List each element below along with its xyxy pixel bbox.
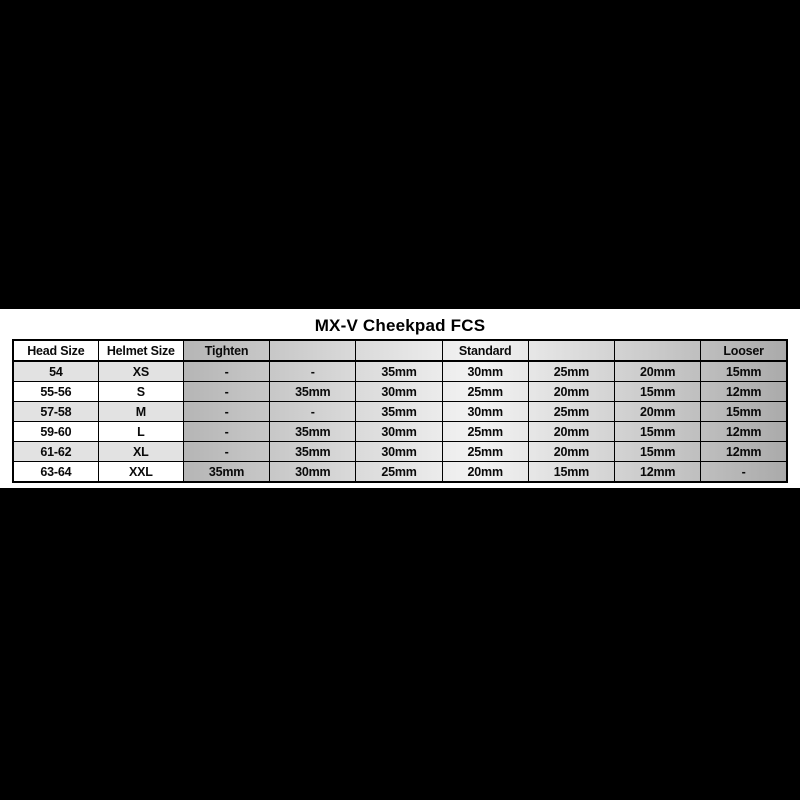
- helmet-size-cell: L: [97, 421, 184, 442]
- pad-thickness-cell: 15mm: [527, 461, 616, 483]
- pad-thickness-cell: 30mm: [355, 441, 443, 462]
- header-fit-column: [527, 339, 616, 362]
- pad-thickness-cell: -: [182, 441, 271, 462]
- table-row: 57-58 M - -35mm 30mm 25mm 20mm 15mm: [12, 401, 788, 422]
- pad-thickness-cell: 12mm: [700, 441, 788, 462]
- pad-thickness-cell: 20mm: [527, 381, 616, 402]
- pad-thickness-cell: 25mm: [441, 441, 529, 462]
- pad-thickness-cell: 20mm: [527, 421, 616, 442]
- header-row: Head Size Helmet Size Tighten Standard Loose…: [12, 339, 788, 362]
- helmet-size-cell: XXL: [97, 461, 184, 483]
- pad-thickness-cell: 35mm: [355, 401, 443, 422]
- header-fit-column: Standard: [441, 339, 529, 362]
- pad-thickness-cell: 35mm: [182, 461, 271, 483]
- bottom-letterbox-bar: [0, 488, 800, 800]
- header-fit-column: Looser: [700, 339, 788, 362]
- pad-thickness-cell: -: [700, 461, 788, 483]
- pad-thickness-cell: 35mm: [269, 421, 357, 442]
- helmet-size-cell: S: [97, 381, 184, 402]
- pad-thickness-cell: 20mm: [441, 461, 529, 483]
- header-fit-column: [269, 339, 357, 362]
- pad-thickness-cell: 12mm: [700, 421, 788, 442]
- pad-thickness-cell: 20mm: [614, 401, 702, 422]
- pad-thickness-cell: 12mm: [700, 381, 788, 402]
- head-size-cell: 59-60: [12, 421, 99, 442]
- table-row: 55-56 S -35mm 30mm 25mm 20mm 15mm 12mm: [12, 381, 788, 402]
- head-size-cell: 63-64: [12, 461, 99, 483]
- cheekpad-size-table: Head Size Helmet Size Tighten Standard Loose…: [12, 339, 788, 483]
- helmet-size-cell: M: [97, 401, 184, 422]
- pad-thickness-cell: 15mm: [614, 381, 702, 402]
- head-size-cell: 55-56: [12, 381, 99, 402]
- pad-thickness-cell: 30mm: [355, 421, 443, 442]
- pad-thickness-cell: -: [182, 421, 271, 442]
- pad-thickness-cell: 15mm: [700, 401, 788, 422]
- pad-thickness-cell: -: [182, 381, 271, 402]
- pad-thickness-cell: 12mm: [614, 461, 702, 483]
- pad-thickness-cell: 30mm: [355, 381, 443, 402]
- header-fit-column: [355, 339, 443, 362]
- chart-title: MX-V Cheekpad FCS: [314, 316, 486, 335]
- table-row: 61-62 XL -35mm 30mm 25mm 20mm 15mm 12mm: [12, 441, 788, 462]
- header-fit-column: Tighten: [182, 339, 271, 362]
- pad-thickness-cell: -: [182, 360, 271, 382]
- pad-thickness-cell: 35mm: [269, 381, 357, 402]
- pad-thickness-cell: 25mm: [441, 381, 529, 402]
- pad-thickness-cell: 15mm: [700, 360, 788, 382]
- pad-thickness-cell: -: [182, 401, 271, 422]
- table-row: 54 XS - -35mm 30mm 25mm 20mm 15mm: [12, 360, 788, 382]
- head-size-cell: 57-58: [12, 401, 99, 422]
- pad-thickness-cell: 30mm: [441, 401, 529, 422]
- head-size-cell: 61-62: [12, 441, 99, 462]
- helmet-size-cell: XL: [97, 441, 184, 462]
- pad-thickness-cell: 30mm: [269, 461, 357, 483]
- head-size-cell: 54: [12, 360, 99, 382]
- pad-thickness-cell: 35mm: [355, 360, 443, 382]
- pad-thickness-cell: 25mm: [527, 360, 616, 382]
- pad-thickness-cell: 30mm: [441, 360, 529, 382]
- helmet-size-cell: XS: [97, 360, 184, 382]
- pad-thickness-cell: 35mm: [269, 441, 357, 462]
- table-row: 59-60 L -35mm 30mm 25mm 20mm 15mm 12mm: [12, 421, 788, 442]
- top-letterbox-bar: [0, 0, 800, 309]
- pad-thickness-cell: 25mm: [441, 421, 529, 442]
- table-body: 54 XS - -35mm 30mm 25mm 20mm 15mm 55-56 S -35mm 30m…: [12, 360, 788, 483]
- pad-thickness-cell: 15mm: [614, 421, 702, 442]
- table-row: 63-64 XXL 35mm 30mm 25mm 20mm 15mm 12mm -: [12, 461, 788, 483]
- pad-thickness-cell: 25mm: [527, 401, 616, 422]
- size-chart-panel: MX-V Cheekpad FCS Head Size Helmet Size Ti…: [0, 309, 800, 488]
- pad-thickness-cell: -: [269, 401, 357, 422]
- header-helmet-size: Helmet Size: [97, 339, 184, 362]
- pad-thickness-cell: 20mm: [527, 441, 616, 462]
- pad-thickness-cell: 20mm: [614, 360, 702, 382]
- header-head-size: Head Size: [12, 339, 99, 362]
- pad-thickness-cell: 15mm: [614, 441, 702, 462]
- header-fit-column: [614, 339, 702, 362]
- pad-thickness-cell: -: [269, 360, 357, 382]
- pad-thickness-cell: 25mm: [355, 461, 443, 483]
